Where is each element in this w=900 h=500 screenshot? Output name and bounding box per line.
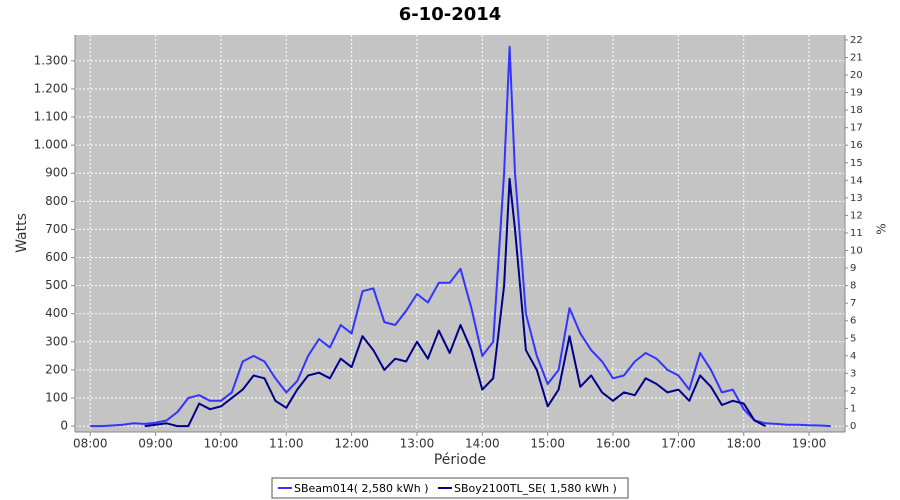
y-tick-label: 200: [45, 362, 68, 376]
x-tick-label: 18:00: [726, 437, 761, 451]
y-tick-label: 1.100: [34, 110, 68, 124]
y2-tick-label: 17: [850, 123, 863, 134]
y2-tick-label: 16: [850, 140, 863, 151]
y-tick-label: 700: [45, 222, 68, 236]
y-tick-label: 500: [45, 278, 68, 292]
y-tick-label: 0: [60, 419, 68, 433]
y2-tick-label: 11: [850, 228, 863, 239]
x-axis-title: Période: [434, 452, 486, 468]
y2-tick-label: 6: [850, 316, 856, 327]
y2-tick-label: 1: [850, 403, 856, 414]
y2-tick-label: 5: [850, 333, 856, 344]
x-tick-label: 09:00: [138, 437, 173, 451]
y2-tick-label: 0: [850, 421, 856, 432]
y-tick-label: 800: [45, 194, 68, 208]
y2-tick-label: 7: [850, 298, 856, 309]
y-axis-title: Watts: [14, 213, 30, 253]
y2-tick-label: 14: [850, 175, 863, 186]
series-line: [90, 45, 831, 428]
y2-tick-label: 9: [850, 263, 856, 274]
x-tick-label: 15:00: [530, 437, 565, 451]
y2-tick-label: 8: [850, 281, 856, 292]
x-tick-label: 10:00: [204, 437, 239, 451]
y-tick-label: 300: [45, 334, 68, 348]
y2-tick-label: 15: [850, 158, 863, 169]
y2-tick-label: 13: [850, 193, 863, 204]
x-tick-label: 16:00: [596, 437, 631, 451]
y2-tick-label: 21: [850, 52, 863, 63]
y2-tick-label: 20: [850, 70, 863, 81]
x-tick-label: 12:00: [334, 437, 369, 451]
y2-tick-label: 19: [850, 88, 863, 99]
y-tick-label: 400: [45, 306, 68, 320]
y-tick-label: 900: [45, 166, 68, 180]
chart-title: 6-10-2014: [399, 4, 502, 25]
x-tick-label: 11:00: [269, 437, 304, 451]
x-tick-label: 19:00: [792, 437, 827, 451]
y-tick-label: 100: [45, 391, 68, 405]
y2-tick-label: 3: [850, 368, 856, 379]
series-line: [144, 177, 766, 428]
y-tick-label: 600: [45, 250, 68, 264]
x-tick-label: 13:00: [400, 437, 435, 451]
y2-tick-label: 2: [850, 386, 856, 397]
y2-tick-label: 10: [850, 246, 863, 257]
y2-axis-title: %: [875, 223, 889, 234]
y2-tick-label: 12: [850, 210, 863, 221]
y2-tick-label: 4: [850, 351, 856, 362]
x-tick-label: 14:00: [465, 437, 500, 451]
y-tick-label: 1.000: [34, 138, 68, 152]
legend-label: SBoy2100TL_SE( 1,580 kWh ): [454, 482, 617, 495]
x-tick-label: 17:00: [661, 437, 696, 451]
y2-tick-label: 18: [850, 105, 863, 116]
legend-label: SBeam014( 2,580 kWh ): [294, 482, 429, 495]
y-tick-label: 1.300: [34, 53, 68, 67]
plot-area: [75, 35, 845, 432]
x-tick-label: 08:00: [73, 437, 108, 451]
y2-tick-label: 22: [850, 35, 863, 46]
y-tick-label: 1.200: [34, 81, 68, 95]
